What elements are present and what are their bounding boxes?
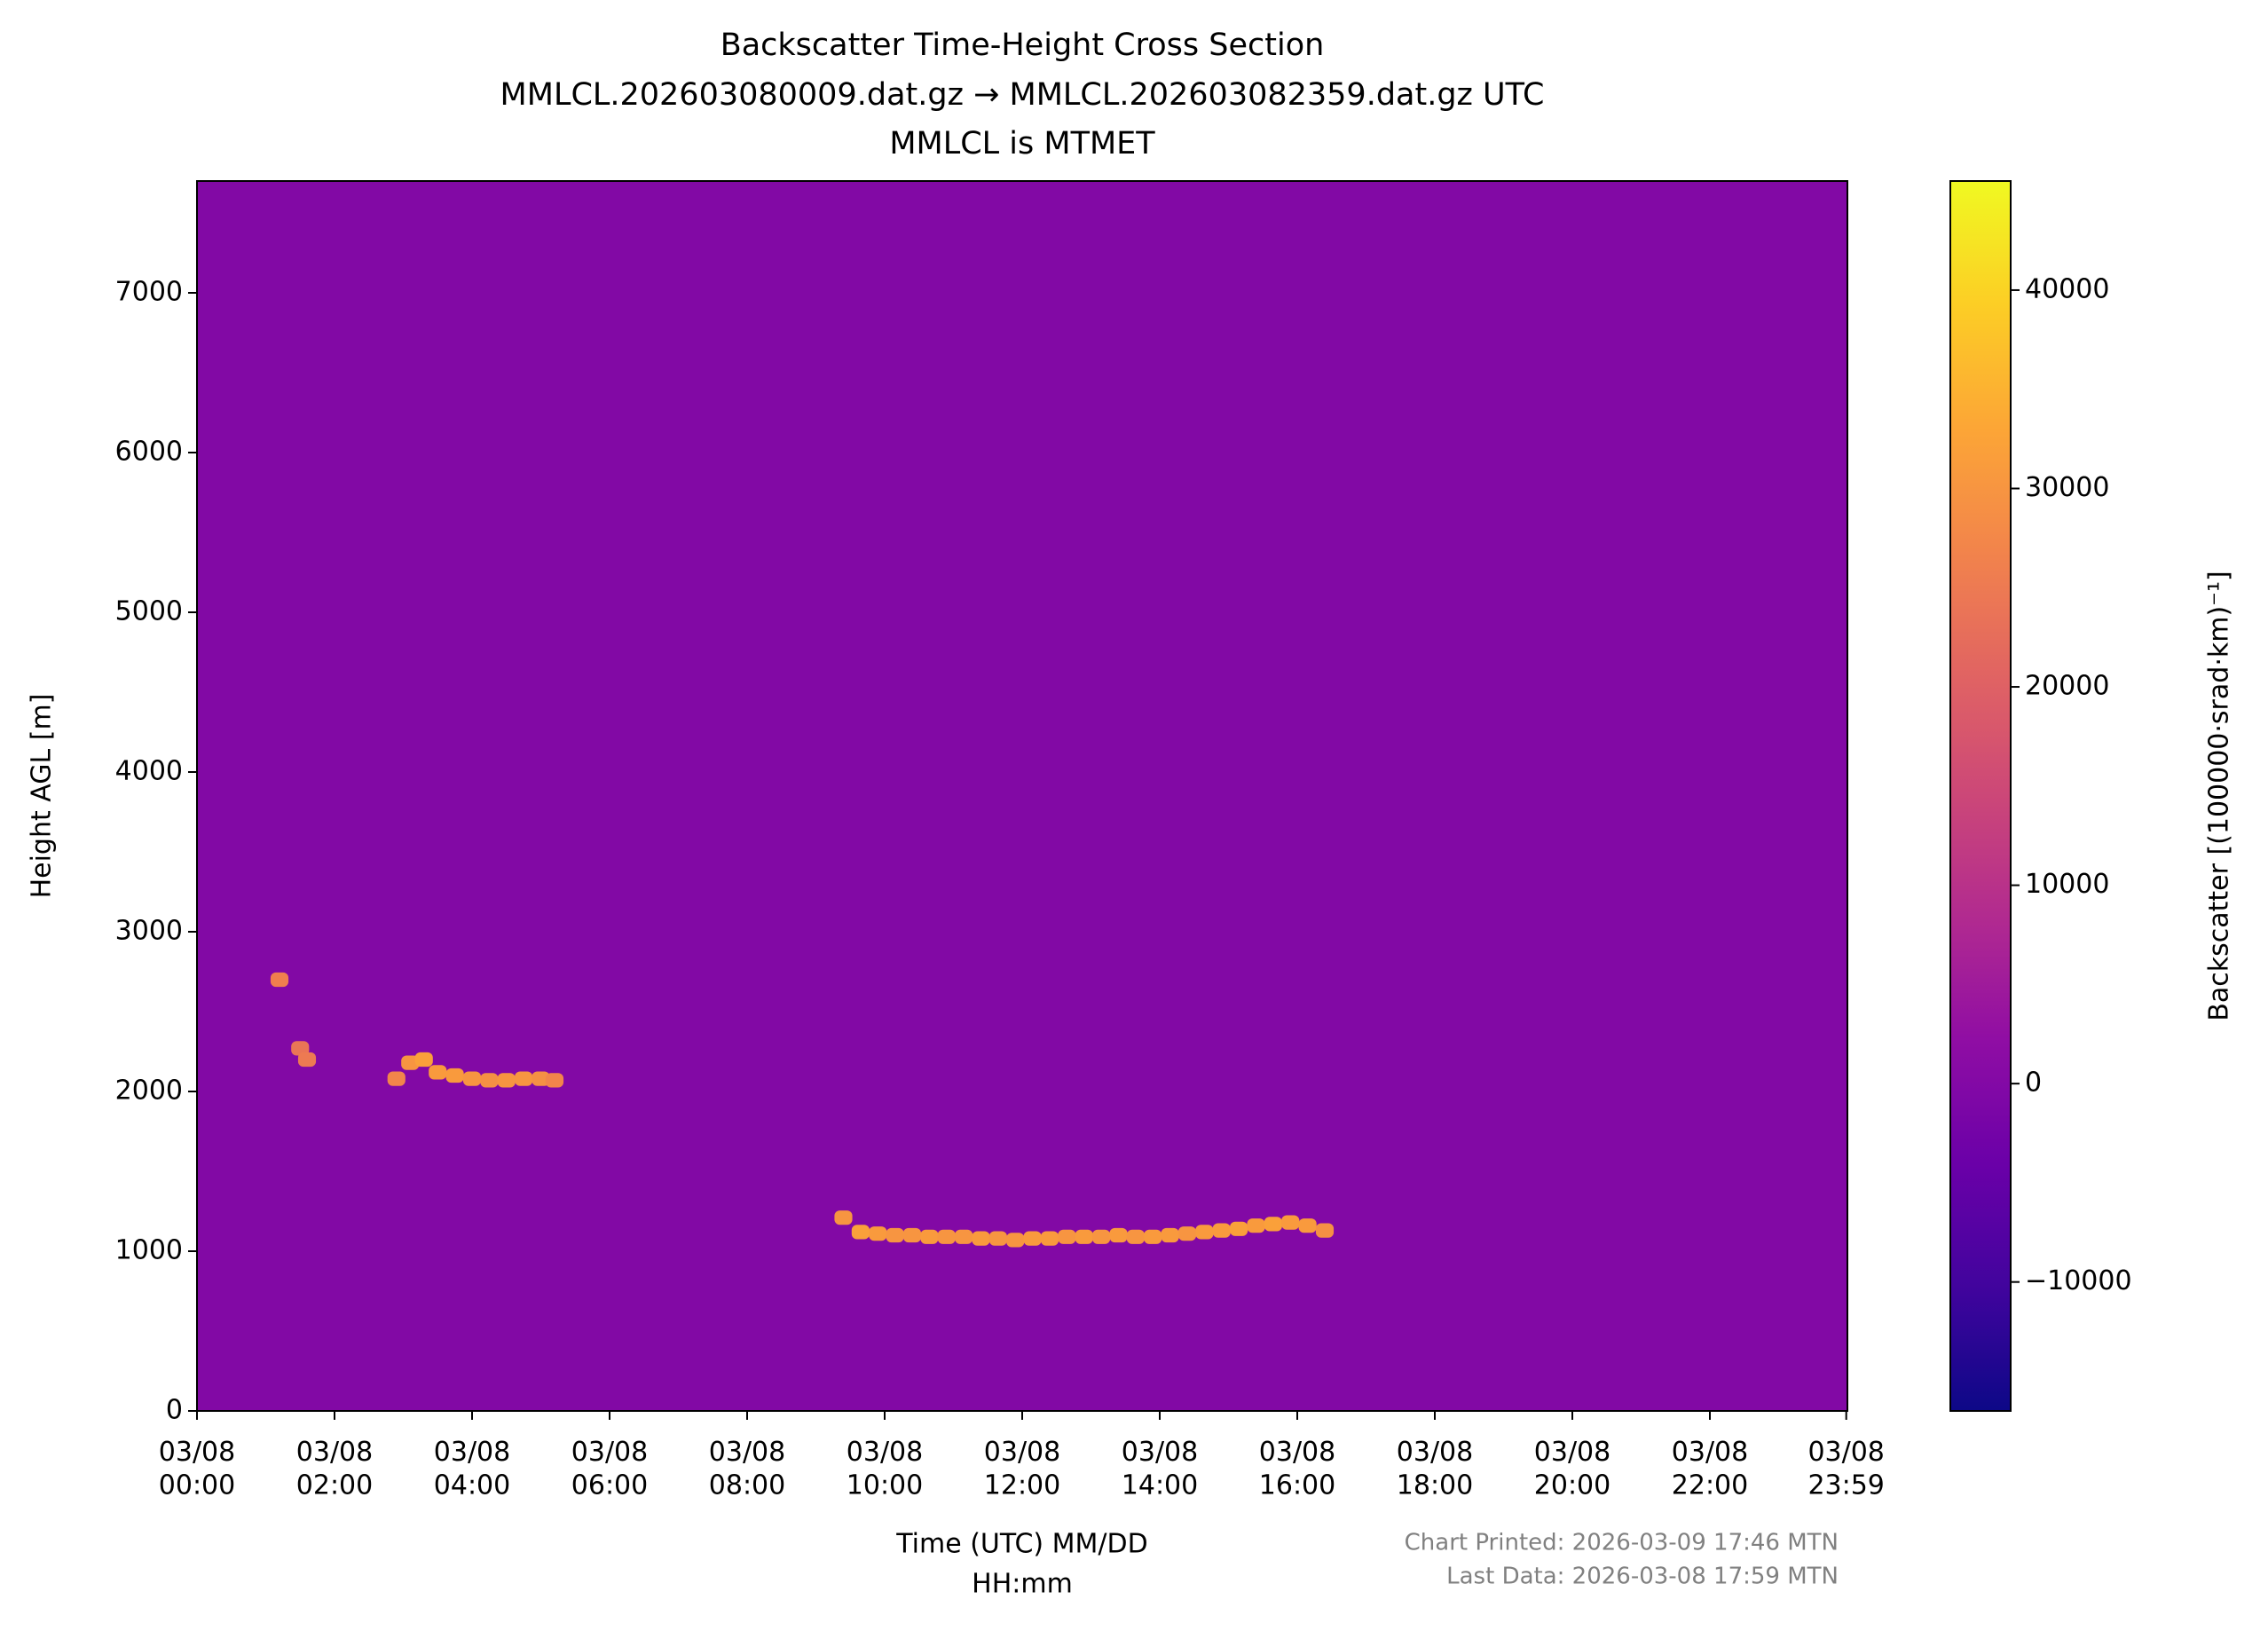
x-tick-label: 03/08 23:59: [1807, 1437, 1884, 1501]
heatmap-cell: [869, 1226, 887, 1241]
x-tick-label: 03/08 10:00: [847, 1437, 923, 1501]
y-tick-label: 5000: [115, 596, 183, 627]
heatmap-cell: [1247, 1218, 1265, 1233]
x-tick-label: 03/08 04:00: [434, 1437, 510, 1501]
y-tick-label: 1000: [115, 1235, 183, 1266]
chart-subtitle: MMLCL.202603080009.dat.gz → MMLCL.202603…: [500, 77, 1545, 113]
heatmap-cell: [1161, 1227, 1179, 1243]
heatmap-cell: [834, 1210, 853, 1225]
heatmap-cell: [955, 1229, 973, 1244]
x-tick-label: 03/08 16:00: [1259, 1437, 1335, 1501]
heatmap-cell: [480, 1073, 499, 1088]
colorbar-tick-label: 0: [2025, 1068, 2042, 1099]
heatmap-cell: [462, 1071, 482, 1086]
heatmap-cell: [1264, 1217, 1282, 1232]
heatmap-background: [197, 181, 1847, 1411]
heatmap-cell: [1195, 1225, 1214, 1240]
heatmap-cell: [1058, 1229, 1076, 1244]
colorbar: [1949, 180, 2012, 1412]
footnote: Chart Printed: 2026-03-09 17:46 MTN: [1405, 1530, 1839, 1556]
heatmap-cell: [291, 1041, 310, 1056]
heatmap-cell: [1092, 1229, 1111, 1244]
heatmap-cell: [532, 1071, 550, 1086]
y-axis-label: Height AGL [m]: [27, 694, 58, 899]
heatmap-cell: [1177, 1226, 1197, 1241]
y-tick-label: 2000: [115, 1076, 183, 1107]
heatmap-cell: [270, 972, 289, 988]
heatmap-cell: [497, 1073, 516, 1088]
colorbar-tick-label: 30000: [2025, 472, 2109, 503]
heatmap-cell: [387, 1071, 406, 1086]
heatmap-cell: [851, 1225, 870, 1240]
x-tick-label: 03/08 00:00: [159, 1437, 235, 1501]
y-tick-label: 4000: [115, 756, 183, 787]
x-axis-label: Time (UTC) MM/DD: [895, 1529, 1147, 1560]
x-tick-label: 03/08 22:00: [1672, 1437, 1748, 1501]
x-tick-label: 03/08 14:00: [1122, 1437, 1198, 1501]
y-tick-label: 6000: [115, 437, 183, 468]
y-tick-label: 0: [166, 1395, 183, 1426]
x-tick-label: 03/08 18:00: [1397, 1437, 1473, 1501]
footnote: Last Data: 2026-03-08 17:59 MTN: [1446, 1564, 1839, 1590]
heatmap-cell: [445, 1068, 464, 1083]
heatmap-cell: [1126, 1229, 1145, 1244]
heatmap-cell: [1212, 1223, 1231, 1238]
y-tick-label: 3000: [115, 916, 183, 947]
heatmap-cell: [1144, 1229, 1162, 1244]
x-tick-label: 03/08 20:00: [1534, 1437, 1610, 1501]
heatmap-cell: [1023, 1231, 1042, 1246]
heatmap-cell: [1298, 1218, 1317, 1233]
heatmap-cell: [297, 1052, 317, 1068]
x-axis-label: HH:mm: [972, 1569, 1073, 1600]
heatmap-cell: [1281, 1215, 1300, 1230]
chart-subtitle: MMLCL is MTMET: [889, 126, 1155, 162]
heatmap-cell: [886, 1227, 904, 1243]
heatmap-cell: [401, 1055, 420, 1070]
x-tick-label: 03/08 06:00: [571, 1437, 648, 1501]
heatmap-cell: [429, 1065, 447, 1080]
colorbar-tick-label: 10000: [2025, 869, 2109, 900]
heatmap-cell: [1109, 1227, 1128, 1243]
x-tick-label: 03/08 12:00: [984, 1437, 1060, 1501]
heatmap-cell: [920, 1229, 939, 1244]
colorbar-tick-label: 20000: [2025, 671, 2109, 702]
y-tick-label: 7000: [115, 277, 183, 308]
x-tick-label: 03/08 08:00: [709, 1437, 785, 1501]
heatmap-cell: [1230, 1221, 1248, 1236]
colorbar-tick-label: 40000: [2025, 273, 2109, 304]
heatmap-cell: [902, 1227, 922, 1243]
x-tick-label: 03/08 02:00: [296, 1437, 373, 1501]
colorbar-label: Backscatter [(100000·srad·km)⁻¹]: [2204, 571, 2235, 1020]
heatmap-cell: [937, 1229, 956, 1244]
heatmap-cell: [1006, 1233, 1025, 1248]
heatmap-cell: [988, 1231, 1007, 1246]
heatmap-cell: [545, 1073, 564, 1088]
heatmap-cell: [515, 1071, 533, 1086]
colorbar-tick-label: −10000: [2025, 1265, 2132, 1296]
chart-title: Backscatter Time-Height Cross Section: [721, 28, 1325, 63]
heatmap-cell: [1040, 1231, 1059, 1246]
heatmap-cell: [414, 1052, 433, 1068]
heatmap-cell: [972, 1231, 990, 1246]
heatmap-cell: [1315, 1223, 1335, 1238]
heatmap-cell: [1075, 1229, 1093, 1244]
